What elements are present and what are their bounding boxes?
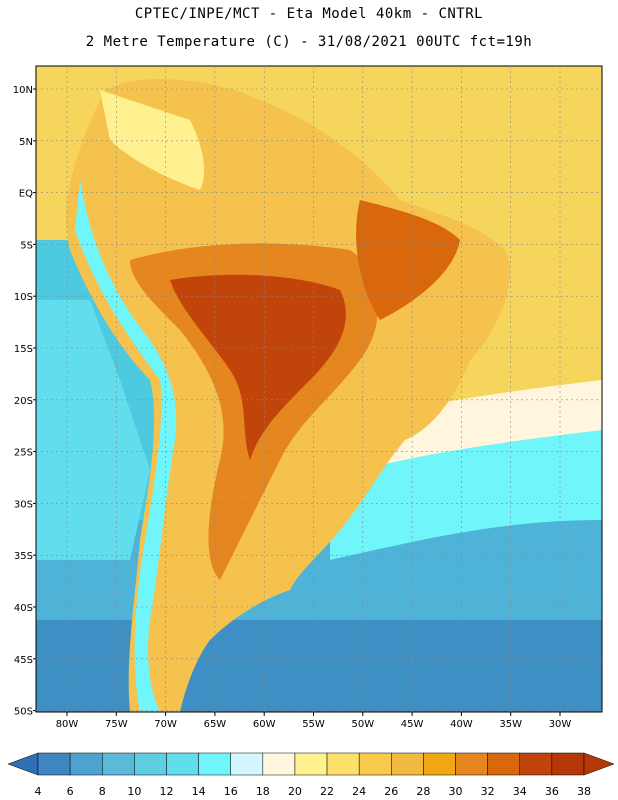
lon-label: 45W xyxy=(401,719,424,730)
map-title-line1: CPTEC/INPE/MCT - Eta Model 40km - CNTRL xyxy=(134,6,484,22)
hot-core xyxy=(170,274,346,460)
colorbar-label: 12 xyxy=(159,785,173,798)
lon-label: 75W xyxy=(105,719,128,730)
lon-label: 80W xyxy=(56,719,79,730)
colorbar-swatch xyxy=(230,752,264,776)
lat-label: 50S xyxy=(14,707,33,718)
colorbar-swatch xyxy=(69,752,103,776)
colorbar-label: 4 xyxy=(35,785,42,798)
colorbar-label: 16 xyxy=(224,785,238,798)
map-title-line2: 2 Metre Temperature (C) - 31/08/2021 00U… xyxy=(85,34,533,50)
lon-label: 55W xyxy=(302,719,325,730)
lon-label: 50W xyxy=(351,719,374,730)
lat-label: 35S xyxy=(14,551,33,562)
lon-label: 65W xyxy=(204,719,227,730)
lon-label: 30W xyxy=(549,719,572,730)
colorbar-label: 36 xyxy=(545,785,559,798)
northwest-mild xyxy=(100,90,205,190)
colorbar-label: 26 xyxy=(384,785,398,798)
colorbar-label: 32 xyxy=(481,785,495,798)
colorbar-swatch xyxy=(134,752,167,776)
lat-label: 25S xyxy=(14,448,33,459)
colorbar-swatch xyxy=(358,752,392,776)
lat-label: 20S xyxy=(14,396,33,407)
colorbar-swatch xyxy=(101,752,135,776)
lat-label: 5N xyxy=(19,137,33,148)
lat-label: 10N xyxy=(13,85,33,96)
lon-label: 60W xyxy=(253,719,276,730)
lat-label: 30S xyxy=(14,499,33,510)
lat-label: EQ xyxy=(19,189,33,200)
colorbar-arrow-left xyxy=(7,752,39,776)
lat-label: 5S xyxy=(20,240,33,251)
graticule xyxy=(36,66,602,712)
map-frame xyxy=(35,65,603,713)
colorbar-swatch xyxy=(326,752,360,776)
lat-label: 45S xyxy=(14,655,33,666)
colorbar: 4 6 8 10 12 14 16 18 20 22 24 26 28 30 32 34 36 38 xyxy=(7,752,615,798)
colorbar-swatch xyxy=(455,752,488,776)
lon-label: 35W xyxy=(499,719,522,730)
colorbar-label: 6 xyxy=(67,785,74,798)
colorbar-label: 34 xyxy=(513,785,527,798)
colorbar-swatch xyxy=(262,752,296,776)
colorbar-label: 18 xyxy=(256,785,270,798)
colorbar-label: 22 xyxy=(320,785,334,798)
colorbar-label: 10 xyxy=(127,785,141,798)
atlantic-warm-band xyxy=(360,380,602,470)
colorbar-swatch xyxy=(551,752,585,776)
colorbar-swatch xyxy=(198,752,231,776)
colorbar-label: 28 xyxy=(416,785,430,798)
colorbar-label: 14 xyxy=(192,785,206,798)
lon-label: 40W xyxy=(450,719,473,730)
colorbar-swatch xyxy=(519,752,553,776)
northeast-hot xyxy=(356,200,460,320)
colorbar-swatch xyxy=(294,752,328,776)
latitude-axis: 10N 5N EQ 5S 10S 15S 20S 25S 30S 35S 40S 45S 50S xyxy=(13,85,36,718)
colorbar-label: 20 xyxy=(288,785,302,798)
pacific-near-coast xyxy=(36,300,150,560)
colorbar-swatch xyxy=(423,752,456,776)
colorbar-arrow-right xyxy=(583,752,615,776)
colorbar-label: 24 xyxy=(352,785,366,798)
colorbar-label: 30 xyxy=(449,785,463,798)
colorbar-swatch xyxy=(37,752,71,776)
colorbar-label: 8 xyxy=(99,785,106,798)
lat-label: 10S xyxy=(14,292,33,303)
andes-cold-strip xyxy=(75,180,177,712)
far-south-ocean xyxy=(36,620,602,712)
map-field xyxy=(36,66,602,712)
lat-label: 15S xyxy=(14,344,33,355)
colorbar-swatch xyxy=(166,752,199,776)
colorbar-swatch xyxy=(391,752,424,776)
colorbar-swatch xyxy=(487,752,521,776)
lon-label: 70W xyxy=(154,719,177,730)
longitude-axis: 80W 75W 70W 65W 60W 55W 50W 45W 40W 35W 30W xyxy=(56,712,572,730)
lat-label: 40S xyxy=(14,603,33,614)
colorbar-label: 38 xyxy=(577,785,591,798)
